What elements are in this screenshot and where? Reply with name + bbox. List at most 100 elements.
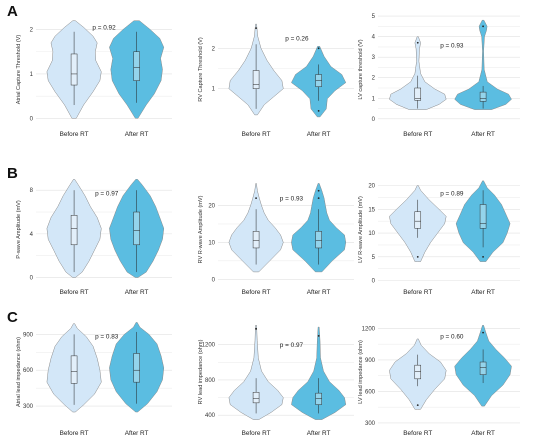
y-tick-label: 0 <box>372 117 376 123</box>
x-tick-label: After RT <box>471 131 495 138</box>
y-tick-label: 0 <box>30 116 34 122</box>
y-axis-label: LV R-wave Amplitude (mV) <box>358 196 364 263</box>
box <box>315 231 322 249</box>
x-tick-label: After RT <box>307 430 331 437</box>
panel-letter-b: B <box>7 165 18 182</box>
box <box>252 231 260 249</box>
chart-panel-1: 0 1 2 Atrial Capture Threshold (V) Before RT… <box>16 20 172 138</box>
outlier-point <box>317 109 320 112</box>
y-axis-label: LV lead impedance (ohm) <box>358 340 364 404</box>
x-tick-label: After RT <box>471 430 495 437</box>
violin-before <box>46 323 102 413</box>
box <box>70 215 78 246</box>
y-tick-label: 2 <box>212 46 216 52</box>
p-value-label: p = 0.93 <box>280 196 304 203</box>
y-tick-label: 1 <box>212 87 216 93</box>
y-tick-label: 1 <box>30 72 34 78</box>
y-tick-label: 600 <box>23 368 34 374</box>
y-tick-label: 15 <box>368 207 375 213</box>
x-tick-label: Before RT <box>403 131 432 138</box>
outlier-point <box>317 47 320 50</box>
y-axis-label: Atrial lead impedance (ohm) <box>16 337 22 407</box>
outlier-point <box>416 255 419 258</box>
outlier-point <box>317 197 320 200</box>
panel-letter-a: A <box>7 3 18 20</box>
p-value-label: p = 0.93 <box>440 42 464 49</box>
x-tick-label: Before RT <box>403 289 432 296</box>
p-value-label: p = 0.89 <box>440 190 464 197</box>
y-tick-label: 10 <box>208 240 215 246</box>
y-tick-label: 5 <box>372 255 376 261</box>
x-tick-label: Before RT <box>242 289 271 296</box>
y-tick-label: 3 <box>372 55 376 61</box>
outlier-point <box>482 25 484 28</box>
y-tick-label: 4 <box>372 35 376 41</box>
y-tick-label: 20 <box>208 204 215 210</box>
violin-before <box>389 185 447 262</box>
box <box>414 364 422 380</box>
y-tick-label: 2 <box>372 76 376 82</box>
y-tick-label: 900 <box>365 358 376 364</box>
x-tick-label: Before RT <box>60 289 89 296</box>
violin-after <box>454 19 512 110</box>
box <box>252 392 260 404</box>
y-tick-label: 800 <box>205 378 216 384</box>
y-axis-label: P-wave Amplitude (mV) <box>16 200 22 259</box>
p-value-label: p = 0.60 <box>440 334 464 341</box>
x-tick-label: After RT <box>125 430 149 437</box>
box <box>252 70 260 89</box>
y-tick-label: 600 <box>365 389 376 395</box>
y-tick-label: 1200 <box>362 326 376 332</box>
y-tick-label: 0 <box>30 276 34 282</box>
chart-panel-4: 0 4 8 P-wave Amplitude (mV) Before RT After R… <box>16 179 172 296</box>
outlier-point <box>317 334 320 337</box>
y-axis-label: RV Capture Threshold (V) <box>198 37 204 102</box>
outlier-point <box>317 189 320 192</box>
panel-letter-c: C <box>7 309 18 326</box>
p-value-label: p = 0.97 <box>95 190 119 197</box>
y-tick-label: 300 <box>23 404 34 410</box>
x-tick-label: Before RT <box>60 430 89 437</box>
y-axis-label: RV lead impedance (ohm) <box>198 339 204 404</box>
y-tick-label: 1 <box>372 96 376 102</box>
chart-panel-3: 0 1 2 3 4 5 LV capture threshold (V) Before RT A… <box>358 14 520 138</box>
y-tick-label: 900 <box>23 332 34 338</box>
y-tick-label: 10 <box>368 231 375 237</box>
y-tick-label: 0 <box>372 279 376 285</box>
violin-after <box>291 326 347 420</box>
x-tick-label: After RT <box>125 131 149 138</box>
y-tick-label: 5 <box>372 14 376 20</box>
p-value-label: p = 0.26 <box>285 36 309 43</box>
violin-after <box>454 325 512 407</box>
violin-before <box>46 20 102 119</box>
box <box>133 211 140 246</box>
violin-after <box>455 180 511 262</box>
violin-before <box>389 36 447 110</box>
chart-panel-5: 0 10 20 RV R-wave Amplitude (mV) Before RT Af… <box>198 183 354 296</box>
y-axis-label: RV R-wave Amplitude (mV) <box>198 195 204 263</box>
outlier-point <box>255 197 257 200</box>
y-tick-label: 1200 <box>202 343 216 349</box>
y-tick-label: 4 <box>30 232 34 238</box>
outlier-point <box>482 331 484 334</box>
p-value-label: p = 0.83 <box>95 334 119 341</box>
box <box>70 53 78 86</box>
outlier-point <box>482 255 484 258</box>
violin-after <box>109 322 165 413</box>
y-tick-label: 2 <box>30 28 34 34</box>
y-tick-label: 0 <box>212 277 216 283</box>
outlier-point <box>255 327 257 330</box>
outlier-point <box>416 404 419 406</box>
y-tick-label: 8 <box>30 188 34 194</box>
p-value-label: p = 0.97 <box>280 342 304 349</box>
outlier-point <box>416 41 419 44</box>
box <box>70 355 78 384</box>
box <box>414 87 422 101</box>
box <box>133 51 140 81</box>
y-tick-label: 20 <box>368 184 375 190</box>
x-tick-label: Before RT <box>242 131 271 138</box>
box <box>479 204 487 229</box>
violin-after <box>109 179 165 278</box>
